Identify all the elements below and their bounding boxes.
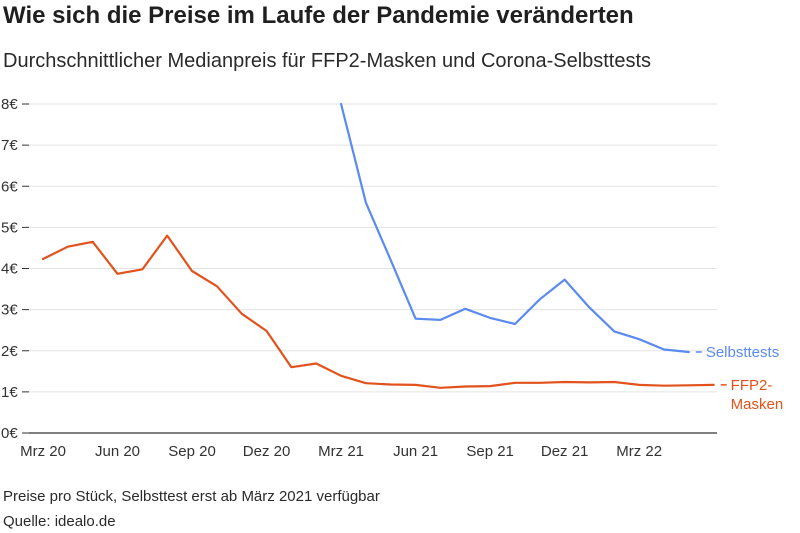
y-tick-label: 0€ (1, 425, 18, 442)
y-tick-label: 2€ (1, 343, 18, 360)
chart-note: Preise pro Stück, Selbsttest erst ab Mär… (3, 488, 380, 505)
y-tick-label: 7€ (1, 137, 18, 154)
x-tick-label: Jun 21 (393, 443, 438, 460)
line-chart: 0€ 1€ 2€ 3€ 4€ 5€ 6€ 7€ 8€ Mrz 20 Jun 20 Sep 20 Dez … (1, 96, 784, 460)
x-tick-label: Jun 20 (95, 443, 140, 460)
y-tick-label: 6€ (1, 178, 18, 195)
chart-title: Wie sich die Preise im Laufe der Pandemi… (3, 2, 634, 29)
y-tick-label: 8€ (1, 96, 18, 113)
series-line-selbsttests (340, 102, 690, 354)
x-tick-label: Mrz 21 (318, 443, 364, 460)
y-tick-label: 1€ (1, 384, 18, 401)
y-tick-label: 5€ (1, 219, 18, 236)
x-tick-label: Sep 21 (466, 443, 514, 460)
x-tick-label: Dez 21 (541, 443, 589, 460)
x-tick-label: Sep 20 (168, 443, 216, 460)
series-label-ffp2-masken: FFP2- (731, 377, 773, 394)
series-label-selbsttests: Selbsttests (706, 344, 779, 361)
series-label-ffp2-masken: Masken (731, 396, 784, 413)
series-line-ffp2-masken (41, 234, 715, 389)
x-tick-label: Mrz 22 (616, 443, 662, 460)
x-tick-label: Dez 20 (243, 443, 291, 460)
y-tick-label: 4€ (1, 261, 18, 278)
x-tick-label: Mrz 20 (20, 443, 66, 460)
chart-subtitle: Durchschnittlicher Medianpreis für FFP2-… (3, 50, 652, 72)
chart-source: Quelle: idealo.de (3, 513, 116, 530)
y-tick-label: 3€ (1, 302, 18, 319)
